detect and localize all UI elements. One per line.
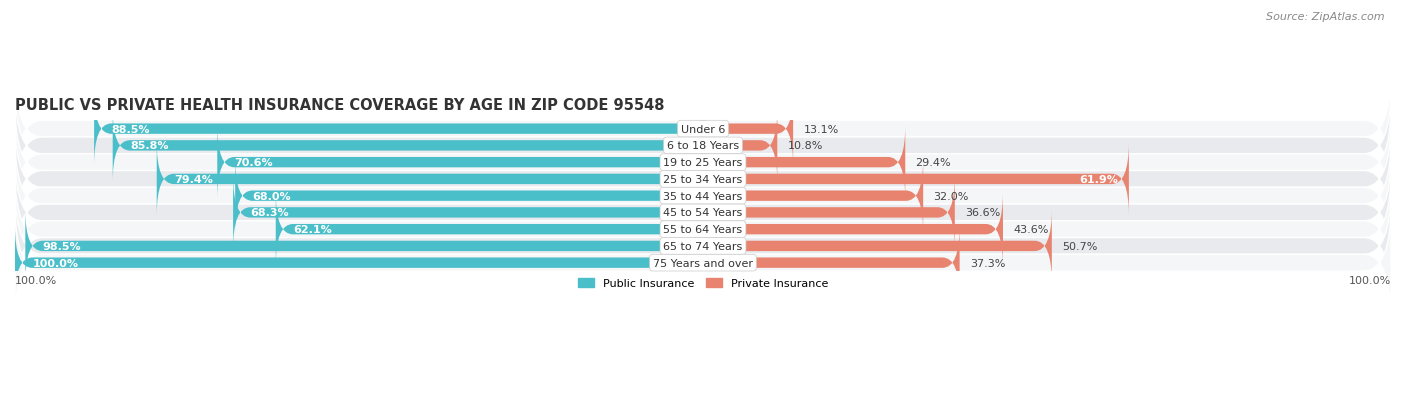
FancyBboxPatch shape — [703, 109, 778, 183]
FancyBboxPatch shape — [15, 154, 1391, 271]
Text: 100.0%: 100.0% — [32, 258, 79, 268]
FancyBboxPatch shape — [15, 171, 1391, 288]
Text: 29.4%: 29.4% — [915, 158, 952, 168]
Text: 37.3%: 37.3% — [970, 258, 1005, 268]
Text: 79.4%: 79.4% — [174, 174, 212, 185]
FancyBboxPatch shape — [94, 93, 703, 166]
FancyBboxPatch shape — [15, 188, 1391, 305]
FancyBboxPatch shape — [15, 138, 1391, 255]
FancyBboxPatch shape — [15, 226, 703, 299]
FancyBboxPatch shape — [15, 88, 1391, 204]
FancyBboxPatch shape — [15, 71, 1391, 188]
Text: 10.8%: 10.8% — [787, 141, 823, 151]
Text: 36.6%: 36.6% — [965, 208, 1001, 218]
Text: 88.5%: 88.5% — [111, 124, 150, 134]
Text: 100.0%: 100.0% — [15, 275, 58, 285]
Text: 19 to 25 Years: 19 to 25 Years — [664, 158, 742, 168]
Text: 35 to 44 Years: 35 to 44 Years — [664, 191, 742, 201]
Text: 13.1%: 13.1% — [803, 124, 839, 134]
FancyBboxPatch shape — [15, 104, 1391, 221]
Text: PUBLIC VS PRIVATE HEALTH INSURANCE COVERAGE BY AGE IN ZIP CODE 95548: PUBLIC VS PRIVATE HEALTH INSURANCE COVER… — [15, 98, 665, 113]
Text: Under 6: Under 6 — [681, 124, 725, 134]
FancyBboxPatch shape — [218, 126, 703, 199]
FancyBboxPatch shape — [703, 210, 1052, 283]
Text: 25 to 34 Years: 25 to 34 Years — [664, 174, 742, 185]
Legend: Public Insurance, Private Insurance: Public Insurance, Private Insurance — [574, 274, 832, 293]
FancyBboxPatch shape — [276, 193, 703, 266]
Text: 75 Years and over: 75 Years and over — [652, 258, 754, 268]
FancyBboxPatch shape — [156, 143, 703, 216]
Text: 45 to 54 Years: 45 to 54 Years — [664, 208, 742, 218]
Text: 62.1%: 62.1% — [292, 225, 332, 235]
FancyBboxPatch shape — [15, 204, 1391, 322]
Text: 55 to 64 Years: 55 to 64 Years — [664, 225, 742, 235]
Text: 6 to 18 Years: 6 to 18 Years — [666, 141, 740, 151]
Text: Source: ZipAtlas.com: Source: ZipAtlas.com — [1267, 12, 1385, 22]
FancyBboxPatch shape — [703, 226, 960, 299]
FancyBboxPatch shape — [15, 121, 1391, 238]
Text: 32.0%: 32.0% — [934, 191, 969, 201]
Text: 68.0%: 68.0% — [252, 191, 291, 201]
Text: 85.8%: 85.8% — [129, 141, 169, 151]
FancyBboxPatch shape — [703, 143, 1129, 216]
Text: 68.3%: 68.3% — [250, 208, 288, 218]
FancyBboxPatch shape — [703, 176, 955, 249]
Text: 100.0%: 100.0% — [1348, 275, 1391, 285]
FancyBboxPatch shape — [233, 176, 703, 249]
FancyBboxPatch shape — [112, 109, 703, 183]
Text: 98.5%: 98.5% — [42, 241, 82, 251]
FancyBboxPatch shape — [703, 159, 924, 233]
FancyBboxPatch shape — [25, 210, 703, 283]
FancyBboxPatch shape — [703, 193, 1002, 266]
Text: 50.7%: 50.7% — [1062, 241, 1098, 251]
FancyBboxPatch shape — [703, 126, 905, 199]
Text: 70.6%: 70.6% — [235, 158, 273, 168]
FancyBboxPatch shape — [703, 93, 793, 166]
FancyBboxPatch shape — [235, 159, 703, 233]
Text: 61.9%: 61.9% — [1080, 174, 1119, 185]
Text: 43.6%: 43.6% — [1014, 225, 1049, 235]
Text: 65 to 74 Years: 65 to 74 Years — [664, 241, 742, 251]
